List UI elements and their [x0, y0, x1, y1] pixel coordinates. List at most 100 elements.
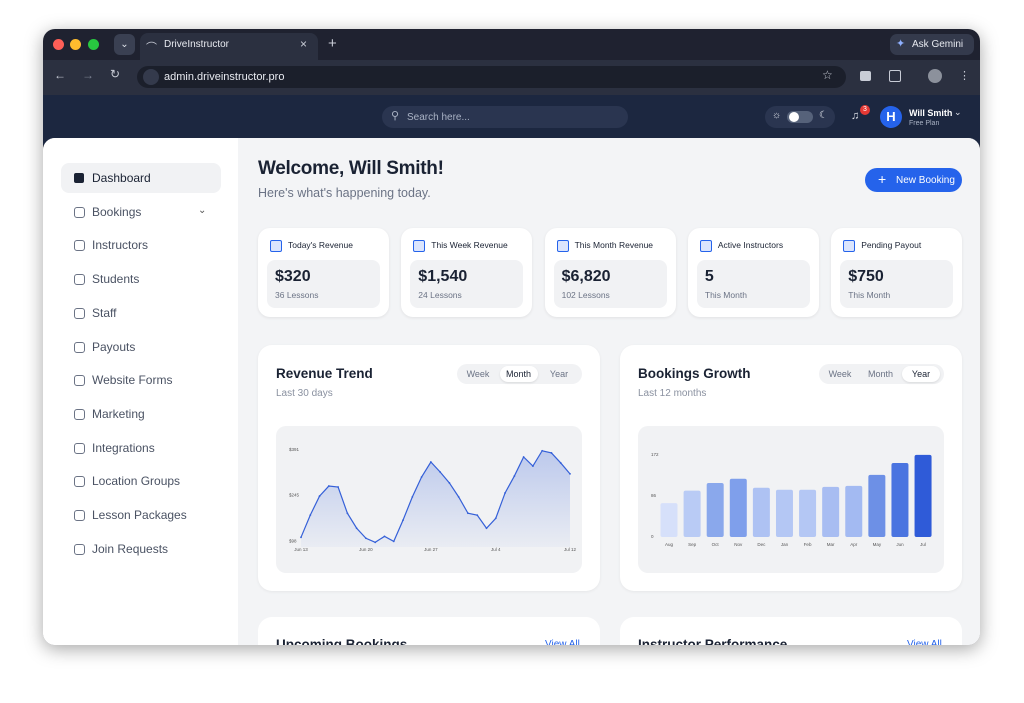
address-bar[interactable]	[137, 66, 846, 88]
nav-item[interactable]: Payouts	[92, 339, 136, 354]
tab-close[interactable]: ×	[300, 37, 308, 51]
nav-item[interactable]: Integrations	[92, 440, 155, 455]
point	[513, 475, 516, 477]
nav-item[interactable]: Dashboard	[92, 171, 151, 185]
chart-tab[interactable]: Month	[867, 369, 893, 379]
chart-tab[interactable]: Year	[549, 369, 569, 379]
bookings-chevron: ⌄	[198, 205, 207, 216]
site-info[interactable]	[143, 69, 159, 85]
stat-box	[696, 260, 810, 308]
tab[interactable]	[140, 33, 318, 60]
point	[569, 472, 571, 475]
stat-label: This Week Revenue	[431, 240, 508, 250]
nav-item[interactable]: Location Groups	[92, 474, 181, 489]
point	[559, 462, 562, 464]
nav-item[interactable]: Website Forms	[92, 373, 173, 388]
nav-icon	[74, 206, 85, 218]
nav-item[interactable]: Students	[92, 272, 140, 287]
content: ⌄ Dashboard Bookings Instructors Students St…	[43, 138, 980, 645]
nav-icon	[74, 442, 85, 454]
close-dot[interactable]	[53, 39, 64, 50]
user-menu[interactable]: ⌄	[954, 107, 962, 117]
bar	[775, 489, 793, 537]
stat-sub: This Month	[704, 290, 747, 300]
point	[550, 452, 553, 454]
chart-tab[interactable]: Year	[911, 369, 931, 379]
bar	[822, 486, 840, 537]
stat-value: $320	[275, 268, 311, 285]
user-plan: Free Plan	[909, 120, 940, 127]
stat-label: Active Instructors	[717, 240, 784, 250]
chart-tab[interactable]: Month	[505, 369, 531, 379]
chart-card: Revenue Trend Last 30 days Week Month Year $9…	[258, 345, 600, 591]
nav-item[interactable]: Bookings	[92, 204, 142, 219]
y-tick-label: 86	[651, 493, 657, 498]
x-tick-label: Dec	[757, 542, 766, 547]
point	[365, 537, 367, 540]
stat-card: Today's Revenue $320 36 Lessons	[258, 228, 389, 317]
section-card: Instructor Performance View All	[620, 617, 962, 645]
x-tick-label: Oct	[712, 542, 720, 547]
tab-menu[interactable]: ⌄	[114, 34, 135, 55]
nav-item[interactable]: Lesson Packages	[92, 508, 187, 522]
nav-item[interactable]: Join Requests	[92, 541, 169, 556]
new-booking-button[interactable]	[865, 168, 962, 192]
point	[467, 512, 469, 515]
stat-box	[267, 260, 380, 308]
x-tick-label: Jul 4	[491, 547, 501, 552]
chart-tab[interactable]: Week	[466, 369, 490, 379]
nav-icon	[74, 510, 85, 521]
view-all[interactable]: View All	[907, 639, 942, 645]
avatar[interactable]: H	[880, 106, 902, 128]
back-button[interactable]: ←	[54, 68, 66, 82]
forward-button[interactable]: →	[82, 68, 94, 82]
point	[504, 492, 506, 494]
max-dot[interactable]	[88, 39, 99, 50]
tab-icon: ⌒	[146, 42, 157, 54]
stat-value: $1,540	[418, 268, 468, 285]
point	[457, 496, 460, 498]
new-tab[interactable]: +	[328, 35, 337, 52]
bell-icon[interactable]: ♫	[851, 110, 860, 122]
point	[439, 471, 442, 473]
chart-subtitle: Last 30 days	[276, 388, 333, 399]
bar	[845, 485, 863, 537]
min-dot[interactable]	[70, 39, 81, 50]
reload-button[interactable]: ↻	[110, 67, 121, 81]
bar	[729, 478, 747, 537]
chart-tab[interactable]: Week	[828, 369, 852, 379]
chart-subtitle: Last 12 months	[638, 388, 707, 399]
extensions[interactable]	[889, 70, 901, 82]
nav-item[interactable]: Marketing	[92, 406, 145, 421]
x-tick-label: Jul	[920, 542, 926, 547]
x-tick-label: Apr	[850, 542, 858, 547]
bookmark[interactable]: ☆	[822, 68, 833, 82]
line	[300, 450, 571, 543]
tab-title: DriveInstructor	[164, 39, 230, 50]
point	[411, 496, 414, 498]
bar	[868, 474, 886, 537]
gemini-button[interactable]	[890, 34, 974, 55]
stat-icon	[556, 240, 569, 252]
nav-item[interactable]: Instructors	[92, 238, 149, 253]
nav-item[interactable]: Staff	[92, 305, 117, 320]
toggle-knob	[789, 112, 799, 122]
profile[interactable]	[928, 69, 942, 83]
page-subtitle: Here's what's happening today.	[258, 186, 431, 200]
chart-title: Revenue Trend	[276, 366, 373, 381]
page-title: Welcome, Will Smith!	[258, 158, 444, 179]
point	[318, 495, 321, 497]
search-box[interactable]	[382, 106, 628, 128]
moon-icon: ☾	[819, 110, 828, 121]
point	[355, 527, 358, 530]
point	[346, 512, 349, 515]
sidebar: ⌄ Dashboard Bookings Instructors Students St…	[43, 138, 238, 645]
y-tick-label: $98	[289, 539, 297, 544]
extension-icon[interactable]	[860, 71, 871, 81]
view-all[interactable]: View All	[545, 639, 580, 645]
stat-card: Active Instructors 5 This Month	[687, 228, 819, 317]
browser-menu[interactable]: ⋮	[959, 70, 970, 82]
stat-label: This Month Revenue	[574, 240, 654, 250]
x-tick-label: Jun 27	[424, 547, 438, 552]
new-booking-label: New Booking	[896, 175, 955, 186]
